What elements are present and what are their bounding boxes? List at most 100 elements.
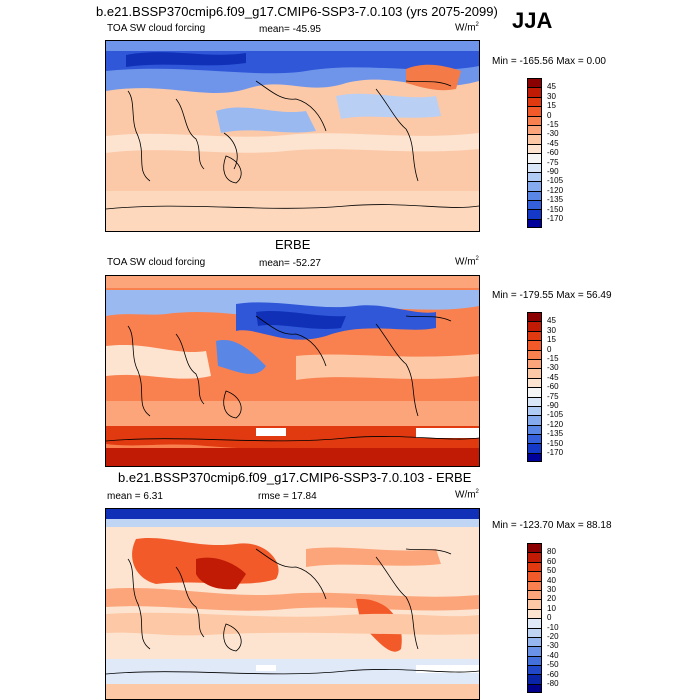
- colorbar-tick-label: -15: [547, 120, 559, 129]
- panel1-minmax: Min = -165.56 Max = 0.00: [492, 56, 606, 67]
- colorbar-tick-label: -90: [547, 167, 559, 176]
- colorbar-box: [527, 627, 542, 637]
- colorbar-box: [527, 674, 542, 684]
- panel2-units: W/m2: [455, 256, 479, 268]
- colorbar-tick-label: -105: [547, 410, 564, 420]
- panel1-map: [105, 40, 480, 232]
- colorbar-tick-label: -45: [547, 138, 559, 148]
- colorbar-tick-label: -30: [547, 641, 559, 651]
- colorbar-box: [527, 396, 542, 406]
- colorbar-box: [527, 405, 542, 416]
- colorbar-box: [527, 358, 542, 369]
- colorbar-tick-label: -60: [547, 382, 559, 392]
- colorbar-tick-label: 10: [547, 603, 556, 613]
- colorbar-box: [527, 552, 542, 562]
- colorbar-box: [527, 78, 542, 88]
- panel3-title: b.e21.BSSP370cmip6.f09_g17.CMIP6-SSP3-7.…: [118, 470, 472, 485]
- colorbar-box: [527, 683, 542, 694]
- panel3-minmax: Min = -123.70 Max = 88.18: [492, 520, 612, 531]
- colorbar-box: [527, 87, 542, 97]
- colorbar-box: [527, 312, 542, 322]
- colorbar-tick-label: -135: [547, 195, 564, 205]
- colorbar-tick-label: -75: [547, 157, 559, 167]
- colorbar-tick-label: -120: [547, 185, 564, 195]
- panel3-map: [105, 508, 480, 700]
- colorbar-box: [527, 106, 542, 116]
- panel2-minmax: Min = -179.55 Max = 56.49: [492, 290, 612, 301]
- panel1-units: W/m2: [455, 22, 479, 34]
- colorbar-box: [527, 190, 542, 201]
- colorbar-tick-label: 0: [547, 110, 552, 120]
- colorbar-box: [527, 330, 542, 341]
- colorbar-box: [527, 153, 542, 163]
- colorbar-box: [527, 424, 542, 435]
- colorbar-box: [527, 655, 542, 666]
- colorbar-tick-label: -15: [547, 354, 559, 363]
- colorbar-box: [527, 443, 542, 453]
- colorbar-tick-label: -135: [547, 429, 564, 439]
- colorbar-tick-label: -45: [547, 372, 559, 382]
- colorbar-tick-label: -40: [547, 650, 559, 660]
- colorbar-box: [527, 434, 542, 444]
- colorbar-box: [527, 340, 542, 350]
- colorbar-box: [527, 636, 542, 647]
- colorbar-tick-label: -20: [547, 632, 559, 641]
- colorbar-tick-label: -80: [547, 679, 559, 688]
- colorbar-tick-label: 45: [547, 82, 556, 92]
- colorbar-box: [527, 171, 542, 182]
- colorbar-tick-label: 0: [547, 613, 552, 623]
- colorbar-box: [527, 134, 542, 144]
- colorbar-box: [527, 589, 542, 600]
- colorbar-box: [527, 571, 542, 581]
- colorbar-box: [527, 608, 542, 619]
- colorbar-tick-label: -170: [547, 214, 564, 223]
- colorbar-box: [527, 646, 542, 656]
- panel1-title: b.e21.BSSP370cmip6.f09_g17.CMIP6-SSP3-7.…: [96, 4, 498, 19]
- colorbar-box: [527, 218, 542, 229]
- colorbar-box: [527, 599, 542, 609]
- panel1-stat: mean= -45.95: [259, 24, 321, 35]
- colorbar-tick-label: -105: [547, 176, 564, 186]
- colorbar-tick-label: -10: [547, 622, 559, 632]
- colorbar-box: [527, 200, 542, 210]
- colorbar-tick-label: -30: [547, 129, 559, 139]
- colorbar-box: [527, 162, 542, 172]
- panel3-cbar-boxes: [527, 543, 542, 694]
- colorbar-box: [527, 561, 542, 572]
- colorbar-tick-label: -30: [547, 363, 559, 373]
- panel3-colorbar: 80 60 50 40 30 20 10 0 -10 -20 -30 -40 -50 -60 -80: [527, 543, 559, 694]
- panel3-left-label: mean = 6.31: [107, 491, 163, 502]
- colorbar-tick-label: -150: [547, 204, 564, 214]
- colorbar-box: [527, 543, 542, 553]
- panel3-units: W/m2: [455, 489, 479, 501]
- colorbar-tick-label: -75: [547, 391, 559, 401]
- colorbar-tick-label: 30: [547, 91, 556, 101]
- colorbar-box: [527, 124, 542, 135]
- colorbar-tick-label: -90: [547, 401, 559, 410]
- colorbar-tick-label: 20: [547, 594, 556, 604]
- colorbar-box: [527, 580, 542, 590]
- colorbar-tick-label: 30: [547, 325, 556, 335]
- colorbar-tick-label: 15: [547, 335, 556, 345]
- colorbar-box: [527, 665, 542, 675]
- colorbar-box: [527, 115, 542, 125]
- colorbar-tick-label: -60: [547, 148, 559, 158]
- panel2-cbar-boxes: [527, 312, 542, 463]
- colorbar-tick-label: 45: [547, 316, 556, 326]
- colorbar-box: [527, 415, 542, 425]
- colorbar-tick-label: 60: [547, 556, 556, 566]
- colorbar-box: [527, 618, 542, 628]
- colorbar-tick-label: 50: [547, 566, 556, 576]
- colorbar-box: [527, 349, 542, 359]
- colorbar-tick-label: -50: [547, 660, 559, 670]
- colorbar-tick-label: 15: [547, 101, 556, 111]
- panel1-cbar-boxes: [527, 78, 542, 229]
- colorbar-tick-label: 80: [547, 547, 556, 557]
- colorbar-tick-label: -150: [547, 438, 564, 448]
- panel2-left-label: TOA SW cloud forcing: [107, 257, 206, 268]
- panel2-map: [105, 275, 480, 467]
- colorbar-tick-label: 30: [547, 585, 556, 594]
- colorbar-box: [527, 377, 542, 388]
- colorbar-tick-label: -60: [547, 669, 559, 679]
- colorbar-box: [527, 387, 542, 397]
